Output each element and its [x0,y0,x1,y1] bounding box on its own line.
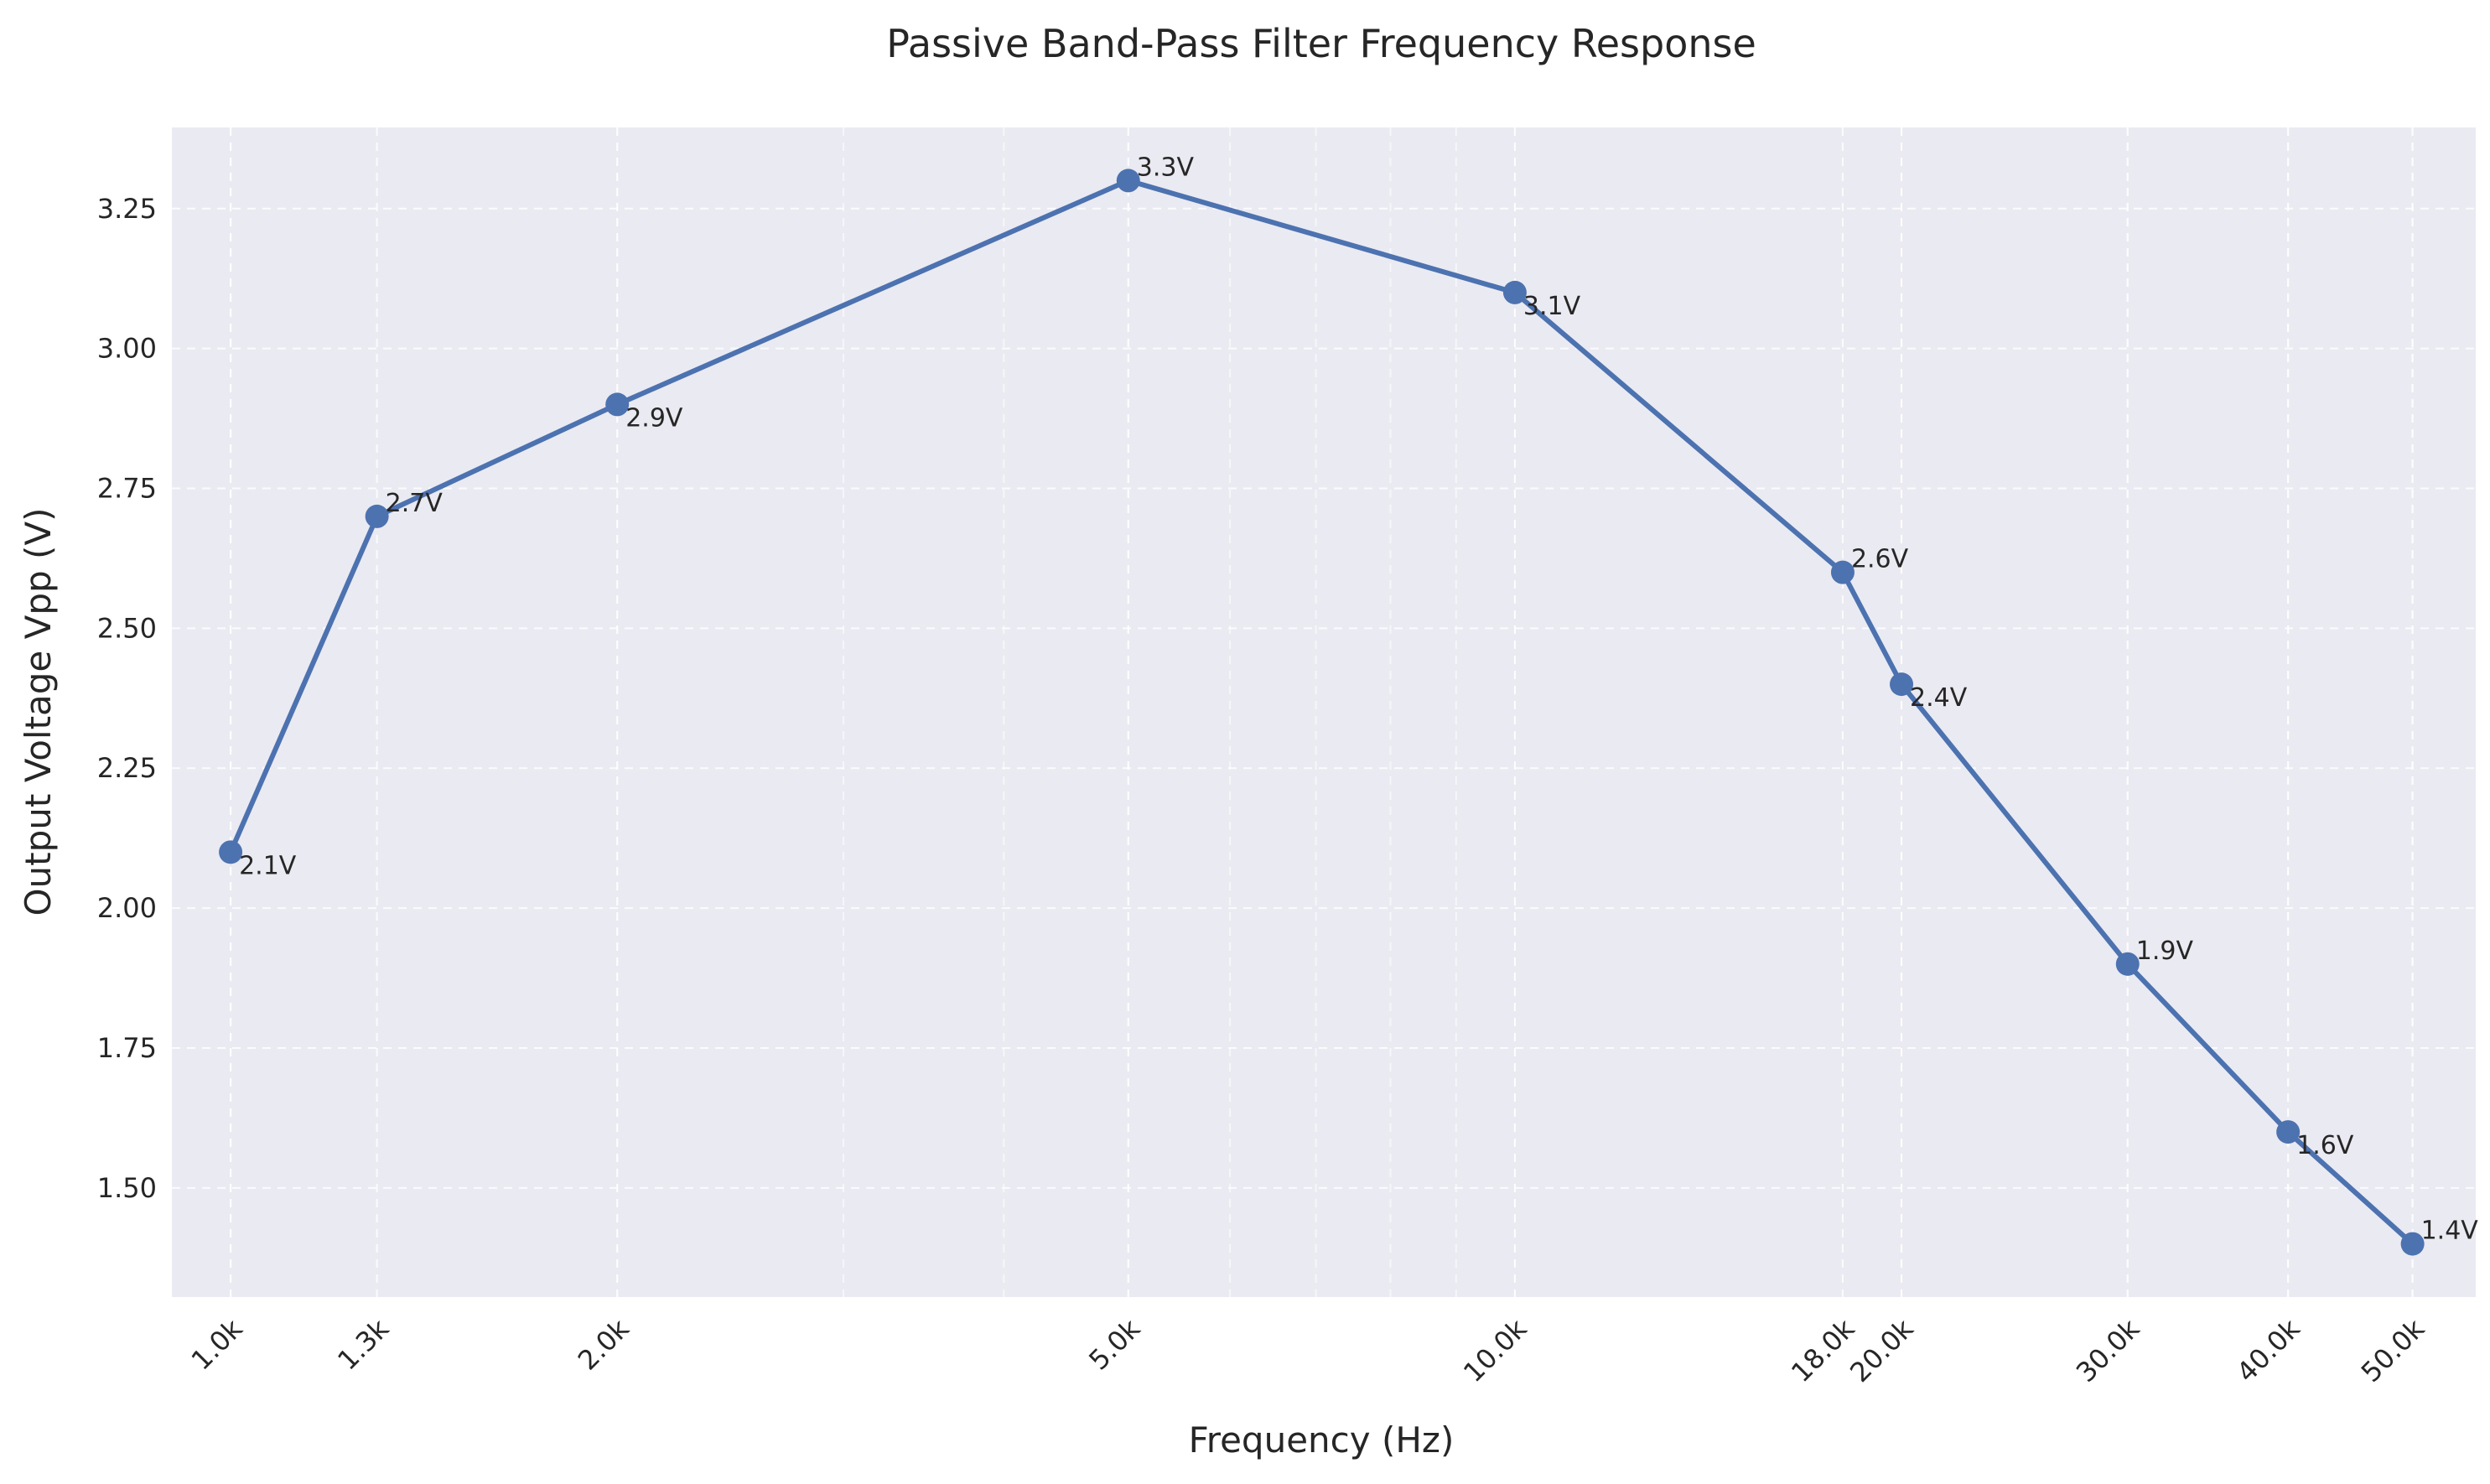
data-point [1830,560,1855,584]
y-axis-label: Output Voltage Vpp (V) [18,507,59,916]
data-point [605,392,630,417]
y-tick-label: 2.75 [97,473,157,505]
x-tick-label: 5.0k [1082,1312,1146,1376]
x-tick-label: 2.0k [572,1312,635,1376]
data-label: 2.9V [625,403,683,433]
data-label: 2.6V [1851,545,1909,574]
data-point [1116,169,1140,193]
y-tick-label: 2.00 [97,892,157,924]
x-tick-label: 40.0k [2230,1312,2306,1388]
series-line [219,169,2425,1256]
data-labels: 2.1V 2.7V 2.9V 3.3V 3.1V 2.6V 2.4V 1.9V 1.6V 1.4V [239,153,2478,1245]
data-label: 1.6V [2296,1131,2354,1160]
y-tick-label: 2.50 [97,612,157,644]
data-label: 1.9V [2136,937,2194,966]
data-point [2400,1232,2425,1256]
data-label: 2.4V [1910,683,1968,713]
data-point [1502,280,1527,304]
y-tick-label: 3.25 [97,193,157,225]
x-tick-label: 50.0k [2355,1312,2431,1388]
y-tick-label: 3.00 [97,333,157,365]
data-label: 3.1V [1523,292,1581,321]
series-line-path [228,178,2415,1246]
x-axis-label: Frequency (Hz) [1189,1419,1455,1461]
x-tick-label: 1.3k [331,1312,395,1376]
chart-title: Passive Band-Pass Filter Frequency Respo… [886,21,1756,66]
y-tick-label: 1.50 [97,1172,157,1204]
x-tick-label: 1.0k [185,1312,249,1376]
grid [172,127,2476,1297]
plot-area [172,127,2476,1297]
data-label: 1.4V [2421,1217,2479,1246]
y-tick-label: 1.75 [97,1032,157,1064]
data-point [219,840,243,864]
y-axis: 1.50 1.75 2.00 2.25 2.50 2.75 3.00 3.25 [97,193,157,1204]
x-tick-label: 18.0k [1785,1312,1861,1388]
x-tick-label: 10.0k [1457,1312,1533,1388]
data-label: 2.1V [239,851,297,880]
data-point [2115,952,2140,976]
x-tick-label: 30.0k [2070,1312,2146,1388]
x-tick-label: 20.0k [1844,1312,1920,1388]
y-tick-label: 2.25 [97,752,157,784]
data-point [365,504,389,528]
data-point [2276,1120,2301,1144]
data-label: 2.7V [386,489,444,518]
data-label: 3.3V [1137,153,1195,182]
data-point [1890,672,1914,697]
